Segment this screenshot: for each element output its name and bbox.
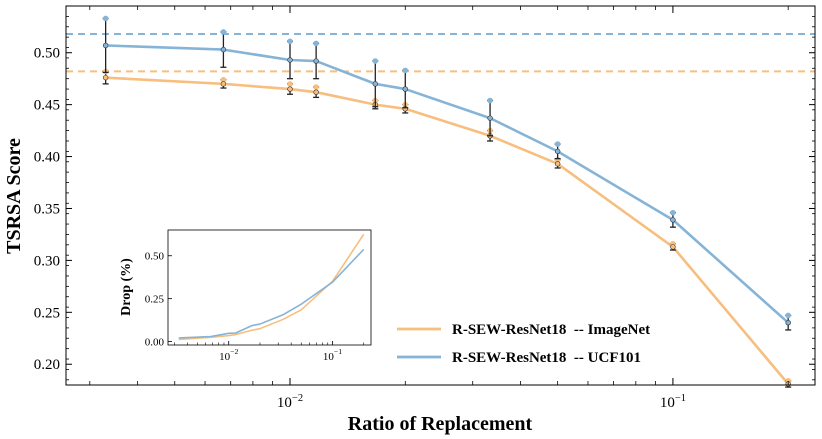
y-tick-label: 0.45 [34, 98, 60, 114]
y-axis-ticks: 0.20 0.25 0.30 0.35 0.40 0.45 0.50 [34, 15, 815, 381]
data-point [220, 46, 227, 53]
data-point-marker [102, 15, 109, 22]
x-tick-label: 10−2 [277, 393, 303, 411]
x-tick-label-exponent: −1 [675, 393, 686, 404]
data-point [554, 148, 561, 155]
data-point-marker [402, 67, 409, 74]
y-tick-label: 0.50 [34, 46, 60, 62]
data-point-marker [670, 209, 676, 216]
data-point [102, 74, 109, 81]
data-point [785, 319, 791, 326]
series-line-1 [105, 44, 790, 324]
data-point-marker [487, 97, 493, 104]
inset-x-tick-label-mantissa: 10 [323, 351, 335, 363]
inset-y-tick-label: 0.25 [145, 294, 165, 306]
inset-y-axis-ticks: 0.00 0.25 0.50 [145, 251, 172, 349]
error-bars [102, 15, 792, 388]
data-point-marker [220, 29, 227, 35]
data-point-marker [313, 40, 319, 47]
main-plot: 0.200.250.300.350.400.450.50 10−2 10−1 Ra… [3, 5, 816, 435]
data-point [313, 58, 319, 64]
inset-y-tick-label: 0.50 [145, 251, 165, 263]
y-tick-label: 0.20 [34, 357, 60, 373]
series-line-0 [105, 76, 790, 385]
inset-x-axis-ticks: 10−2 10−1 [174, 341, 365, 363]
inset-frame [167, 229, 372, 346]
inset-x-tick-label-exponent: −1 [334, 347, 342, 356]
data-point-marker [287, 38, 293, 45]
data-point [220, 81, 227, 87]
inset-y-axis-label: Drop (%) [119, 258, 134, 316]
series-lines [105, 44, 790, 385]
y-tick-label: 0.40 [34, 150, 60, 166]
x-tick-label: 10−1 [660, 393, 686, 411]
x-axis-ticks: 10−2 10−1 [89, 6, 789, 411]
inset-series-line-0 [178, 233, 365, 341]
x-axis-label: Ratio of Replacement [348, 413, 533, 435]
data-point-marker [313, 84, 319, 90]
data-point-marker [785, 312, 791, 319]
x-tick-label-mantissa: 10 [660, 395, 675, 411]
inset-x-tick-label: 10−1 [323, 347, 342, 363]
legend: R-SEW-ResNet18 -- ImageNet R-SEW-ResNet18… [397, 322, 650, 366]
legend-label-0: R-SEW-ResNet18 -- ImageNet [452, 322, 650, 338]
data-point [372, 81, 378, 87]
data-point-marker [220, 76, 227, 83]
data-point [102, 42, 109, 49]
data-point [487, 115, 493, 121]
data-point [313, 89, 319, 95]
x-tick-label-exponent: −2 [292, 393, 303, 404]
y-axis-label: TSRSA Score [3, 138, 25, 254]
inset-x-tick-label-mantissa: 10 [219, 351, 231, 363]
legend-label-1: R-SEW-ResNet18 -- UCF101 [452, 350, 641, 366]
data-point [287, 57, 293, 63]
data-point [402, 86, 408, 92]
y-tick-label: 0.30 [34, 253, 60, 269]
data-point [670, 244, 676, 250]
inset-background [125, 224, 375, 359]
y-tick-label: 0.35 [34, 201, 60, 217]
data-point [287, 86, 293, 92]
data-point-marker [554, 141, 561, 147]
inset-plot: 0.000.250.50 10−2 10−1 Drop (%) [119, 224, 375, 363]
inset-series-lines [178, 233, 365, 341]
inset-x-tick-label: 10−2 [219, 347, 238, 363]
data-point [670, 217, 676, 223]
plot-frame [65, 5, 816, 386]
inset-y-tick-label: 0.00 [145, 337, 165, 349]
y-tick-label: 0.25 [34, 305, 60, 321]
data-point-marker [372, 58, 379, 64]
x-tick-label-mantissa: 10 [277, 395, 292, 411]
reference-lines [66, 33, 815, 73]
inset-series-line-1 [178, 248, 365, 339]
inset-x-tick-label-exponent: −2 [230, 347, 238, 356]
data-point-marker [287, 81, 293, 87]
data-point [554, 161, 561, 167]
